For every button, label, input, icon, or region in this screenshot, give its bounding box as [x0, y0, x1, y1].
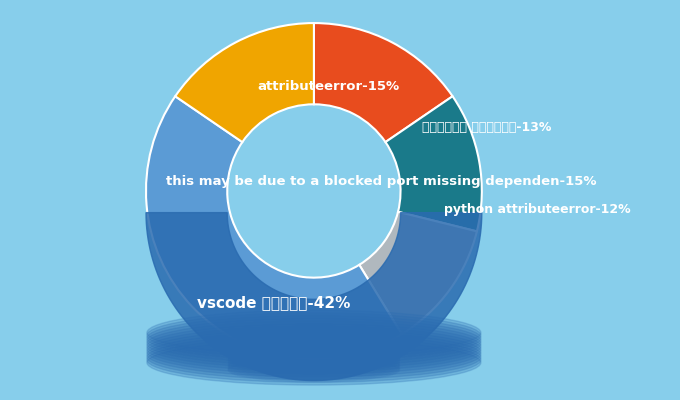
Ellipse shape — [147, 324, 481, 369]
Ellipse shape — [228, 358, 400, 382]
Ellipse shape — [147, 337, 481, 382]
Text: this may be due to a blocked port missing dependen-15%: this may be due to a blocked port missin… — [166, 176, 596, 188]
Ellipse shape — [147, 310, 481, 355]
Polygon shape — [146, 213, 482, 380]
Text: python attributeerror-12%: python attributeerror-12% — [444, 202, 630, 216]
Ellipse shape — [147, 316, 481, 361]
Ellipse shape — [147, 313, 481, 358]
Wedge shape — [175, 23, 314, 142]
Wedge shape — [386, 96, 482, 231]
Ellipse shape — [228, 352, 400, 375]
Ellipse shape — [228, 350, 400, 374]
Ellipse shape — [147, 321, 481, 366]
Wedge shape — [359, 212, 477, 334]
Ellipse shape — [147, 318, 481, 364]
Ellipse shape — [228, 355, 400, 378]
Text: attributeerror-15%: attributeerror-15% — [257, 80, 399, 93]
Ellipse shape — [228, 347, 400, 370]
Ellipse shape — [147, 329, 481, 374]
Ellipse shape — [228, 353, 400, 377]
Text: vscode ターミナル-42%: vscode ターミナル-42% — [197, 296, 351, 310]
Text: ダウンロード インストール-13%: ダウンロード インストール-13% — [422, 121, 551, 134]
Ellipse shape — [228, 348, 400, 372]
Ellipse shape — [228, 356, 400, 380]
Wedge shape — [314, 23, 453, 142]
Ellipse shape — [147, 332, 481, 377]
Ellipse shape — [147, 334, 481, 380]
Ellipse shape — [147, 340, 481, 385]
Wedge shape — [146, 96, 402, 359]
Ellipse shape — [147, 326, 481, 372]
